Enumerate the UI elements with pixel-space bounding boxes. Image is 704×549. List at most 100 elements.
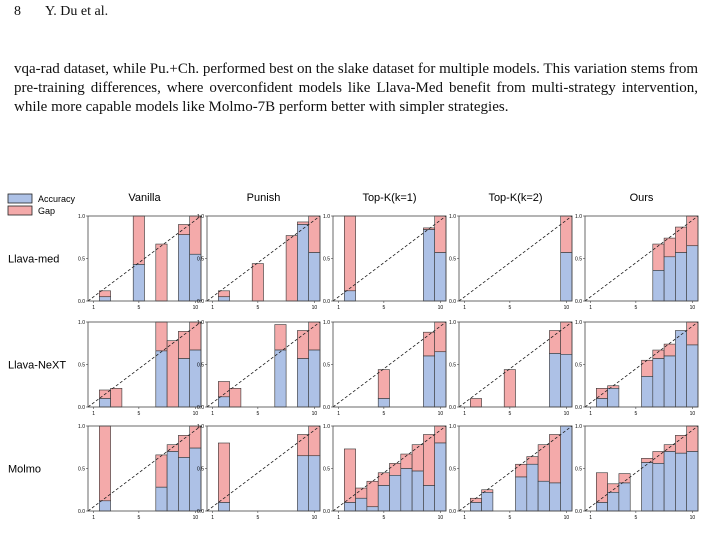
accuracy-bar (434, 252, 447, 302)
x-tick-label: 1 (211, 515, 214, 521)
accuracy-bar (663, 256, 676, 302)
x-tick-label: 5 (382, 305, 385, 311)
accuracy-bar (663, 355, 676, 408)
x-tick-label: 1 (211, 305, 214, 311)
accuracy-bar (641, 376, 654, 408)
accuracy-bar (189, 447, 202, 512)
y-tick-label: 0.5 (197, 257, 204, 263)
gap-bar (166, 340, 179, 408)
gap-bar (549, 330, 562, 354)
accuracy-bar (675, 452, 688, 512)
diagonal-line (584, 215, 699, 302)
accuracy-bar (423, 485, 435, 512)
y-tick-label: 0.5 (78, 257, 85, 263)
x-tick-label: 10 (193, 305, 199, 311)
gap-bar (377, 472, 390, 486)
x-tick-label: 10 (193, 411, 199, 417)
panel: 0.0 0.5 1.0 1 5 10 (323, 214, 447, 311)
x-tick-label: 5 (508, 305, 511, 311)
accuracy-bar (297, 455, 309, 512)
y-tick-label: 0.0 (575, 509, 582, 515)
diagonal-line (332, 321, 447, 408)
diagonal-line (458, 321, 573, 408)
legend-gap-label: Gap (38, 206, 55, 216)
accuracy-bar (308, 455, 321, 512)
accuracy-bar (366, 506, 379, 512)
x-tick-label: 5 (256, 411, 259, 417)
y-tick-label: 0.5 (449, 257, 456, 263)
x-tick-label: 5 (382, 411, 385, 417)
x-tick-label: 10 (690, 515, 696, 521)
panel: 0.0 0.5 1.0 1 5 10 (449, 424, 573, 521)
gap-bar (285, 235, 298, 302)
y-tick-label: 1.0 (323, 424, 330, 430)
gap-bar (675, 226, 688, 253)
x-tick-label: 10 (312, 411, 318, 417)
accuracy-bar (652, 463, 665, 512)
body-text: vqa-rad dataset, while Pu.+Ch. performed… (14, 60, 698, 117)
accuracy-bar (423, 229, 435, 302)
x-tick-label: 10 (564, 515, 570, 521)
accuracy-bar (308, 252, 321, 302)
accuracy-bar (178, 457, 190, 512)
accuracy-bar (218, 502, 230, 512)
gap-bar (434, 321, 447, 353)
accuracy-bar (526, 463, 539, 512)
gap-bar (132, 215, 145, 265)
row-labels: Llava-med Llava-NeXT Molmo (8, 254, 66, 476)
y-tick-label: 1.0 (449, 320, 456, 326)
y-tick-label: 0.5 (197, 363, 204, 369)
gap-bar (389, 463, 402, 476)
accuracy-bar (308, 349, 321, 408)
y-tick-label: 0.5 (323, 257, 330, 263)
accuracy-bar (99, 296, 111, 302)
paragraph: vqa-rad dataset, while Pu.+Ch. performed… (14, 61, 698, 115)
panel: 0.0 0.5 1.0 1 5 10 (197, 320, 321, 417)
accuracy-bar (189, 349, 202, 408)
x-tick-label: 10 (312, 515, 318, 521)
column-title: Punish (247, 192, 281, 204)
accuracy-bar (549, 482, 562, 512)
gap-bar (515, 463, 528, 478)
x-tick-label: 1 (589, 305, 592, 311)
panel: 0.0 0.5 1.0 1 5 10 (575, 424, 699, 521)
column-title: Top-K(k=1) (362, 192, 416, 204)
x-tick-label: 10 (312, 305, 318, 311)
gap-bar (469, 398, 482, 408)
y-tick-label: 0.0 (197, 299, 204, 305)
gap-bar (503, 369, 516, 408)
diagonal-line (87, 321, 202, 408)
y-tick-label: 0.0 (197, 509, 204, 515)
row-label: Llava-med (8, 254, 59, 266)
gap-bar (251, 263, 264, 302)
x-tick-label: 10 (193, 515, 199, 521)
x-tick-label: 5 (508, 515, 511, 521)
accuracy-bar (297, 224, 309, 302)
accuracy-bar (618, 482, 631, 512)
y-tick-label: 0.0 (78, 509, 85, 515)
gap-bar (652, 243, 665, 271)
gap-bar (178, 331, 190, 359)
x-tick-label: 10 (438, 515, 444, 521)
row-label: Molmo (8, 464, 41, 476)
running-head: Y. Du et al. (44, 4, 109, 19)
column-titles: Vanilla Punish Top-K(k=1) Top-K(k=2) Ours (128, 192, 654, 204)
y-tick-label: 1.0 (323, 320, 330, 326)
x-tick-label: 1 (589, 515, 592, 521)
gap-bar (308, 215, 321, 253)
y-tick-label: 0.5 (323, 363, 330, 369)
y-tick-label: 0.5 (575, 467, 582, 473)
accuracy-bar (99, 398, 111, 408)
y-tick-label: 0.0 (197, 405, 204, 411)
x-tick-label: 10 (690, 305, 696, 311)
accuracy-bar (389, 474, 402, 512)
legend: Accuracy Gap (7, 193, 76, 216)
y-tick-label: 0.0 (323, 405, 330, 411)
page-number: 8 (14, 4, 21, 19)
gap-bar (189, 321, 202, 351)
legend-accuracy-swatch (7, 193, 33, 204)
accuracy-bar (155, 350, 168, 408)
y-tick-label: 0.0 (78, 299, 85, 305)
accuracy-bar (481, 491, 494, 512)
y-tick-label: 1.0 (575, 424, 582, 430)
